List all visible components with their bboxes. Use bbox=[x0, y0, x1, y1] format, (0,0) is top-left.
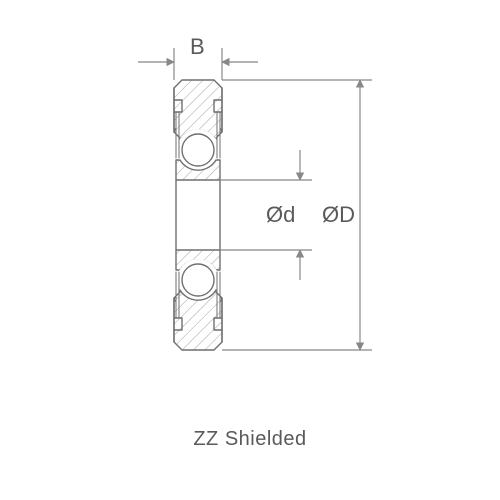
bearing-cross-section bbox=[174, 80, 222, 350]
label-width-B: B bbox=[190, 34, 205, 60]
label-outer-D: ØD bbox=[322, 202, 355, 228]
bearing-diagram: B Ød ØD ZZ Shielded bbox=[0, 0, 500, 500]
label-bore-d: Ød bbox=[266, 202, 295, 228]
dimensions bbox=[138, 48, 372, 350]
drawing-svg bbox=[0, 0, 500, 500]
caption: ZZ Shielded bbox=[0, 428, 500, 451]
